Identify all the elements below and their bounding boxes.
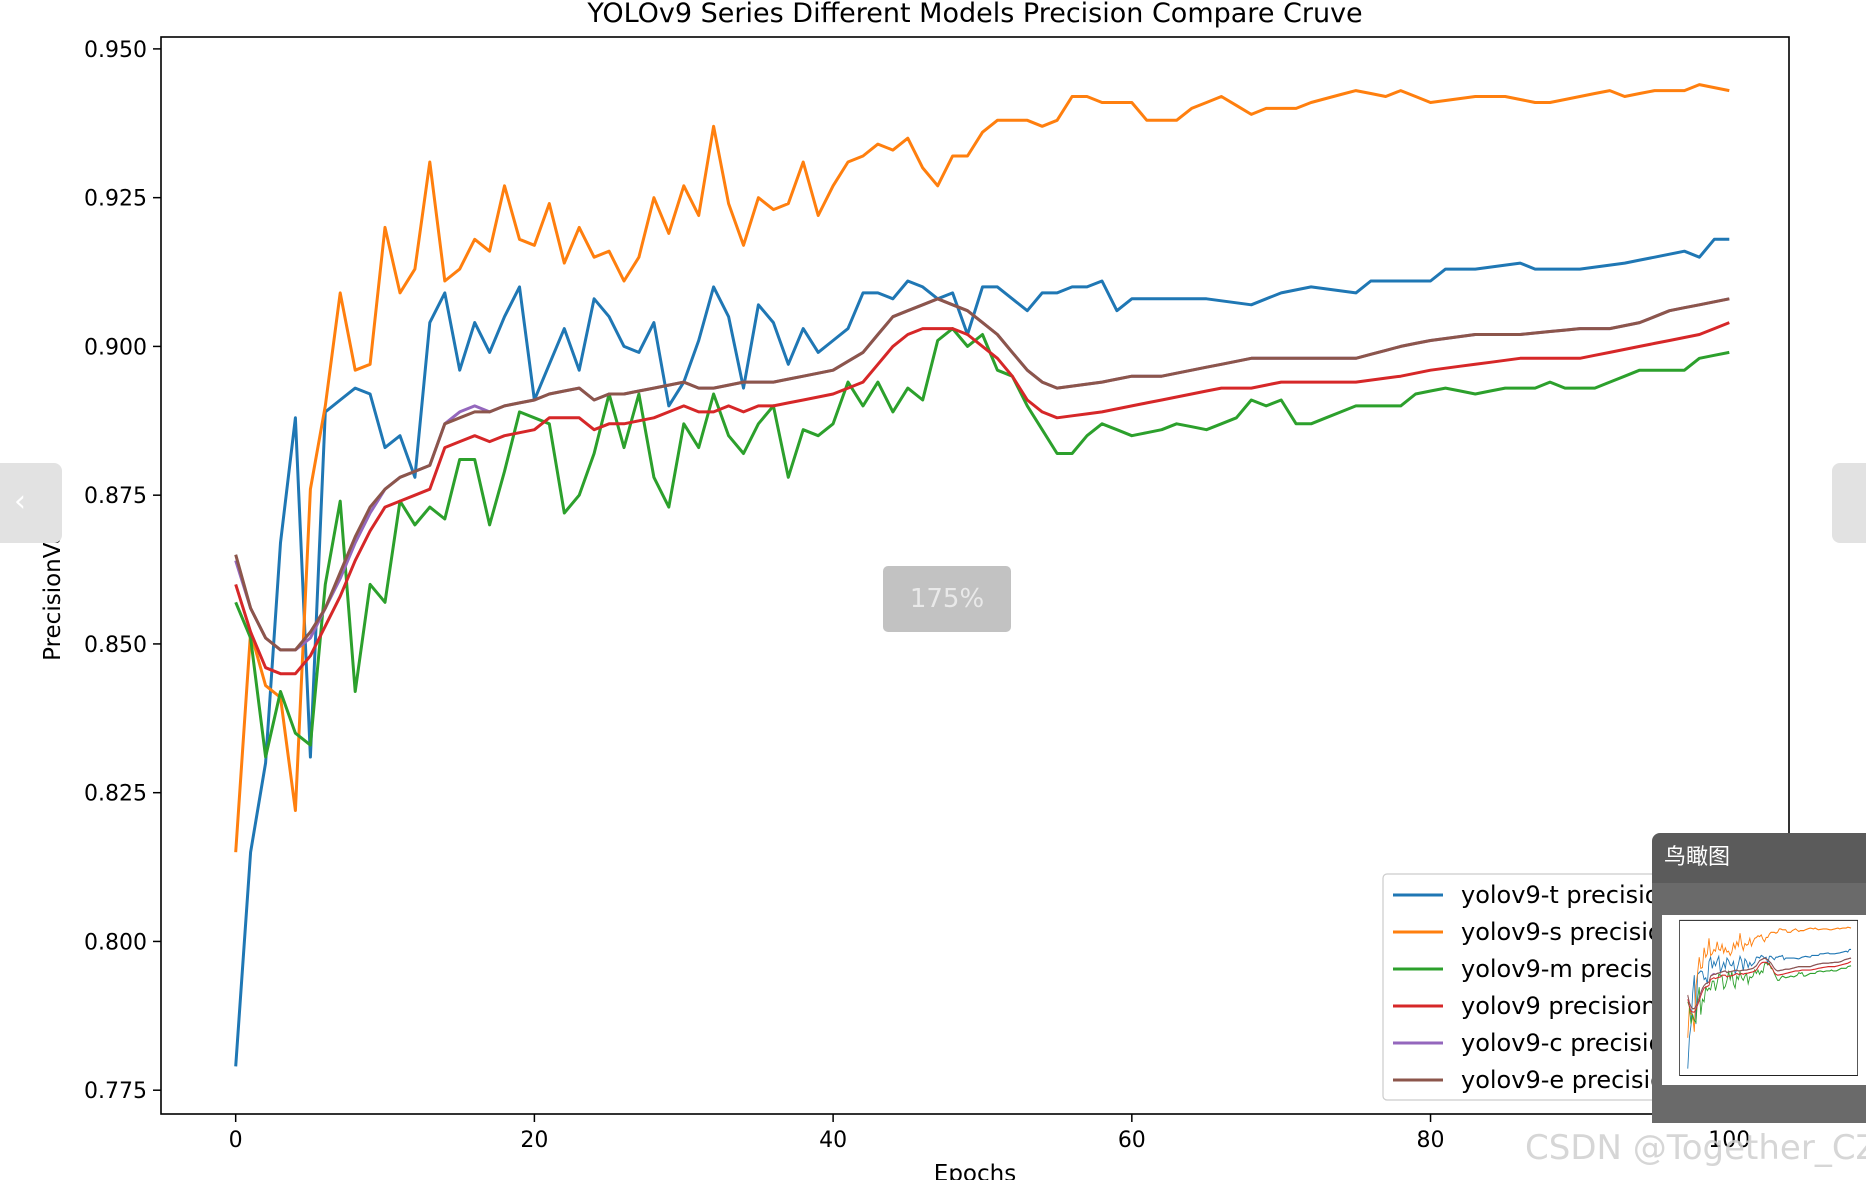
y-tick-label: 0.950 [84, 38, 147, 63]
series-line-6 [234, 297, 1730, 652]
x-tick-label: 100 [1708, 1128, 1750, 1153]
x-tick-label: 40 [819, 1128, 847, 1153]
series-line-4 [234, 321, 1730, 676]
watermark: CSDN @Together_CZ [1525, 1128, 1866, 1168]
series-line-1 [234, 237, 1730, 1067]
overview-thumbnail[interactable] [1662, 915, 1866, 1085]
overview-title: 鸟瞰图 [1664, 845, 1731, 870]
x-tick-label: 0 [229, 1128, 243, 1153]
thumbnail-series-line-4 [1687, 960, 1852, 1013]
y-tick-label: 0.900 [84, 335, 147, 360]
y-tick-label: 0.775 [84, 1079, 147, 1104]
y-tick-label: 0.925 [84, 187, 147, 212]
thumbnail-series-line-2 [1687, 926, 1852, 1038]
thumbnail-axes-frame [1679, 919, 1858, 1076]
previous-image-button[interactable]: ‹ [0, 463, 62, 543]
y-tick-label: 0.875 [84, 484, 147, 509]
x-tick-label: 80 [1417, 1128, 1445, 1153]
series-line-3 [234, 327, 1730, 759]
y-tick-label: 0.825 [84, 782, 147, 807]
thumbnail-series-line-6 [1687, 957, 1852, 1010]
overview-thumbnail-chart [1679, 919, 1858, 1076]
zoom-level-badge: 175% [883, 566, 1011, 632]
y-ticks: 0.775 0.800 0.825 0.850 0.875 0.900 0.925 0.950 [84, 38, 161, 1104]
x-axis-label: Epochs [934, 1161, 1016, 1180]
axes-frame [160, 36, 1790, 1115]
y-tick-label: 0.850 [84, 633, 147, 658]
x-ticks: 0 20 40 60 80 100 [229, 1114, 1750, 1153]
y-tick-label: 0.800 [84, 930, 147, 955]
chevron-left-icon: ‹ [14, 484, 26, 519]
x-tick-label: 20 [520, 1128, 548, 1153]
plot-lines [234, 83, 1730, 1067]
series-line-2 [234, 83, 1730, 853]
x-tick-label: 60 [1118, 1128, 1146, 1153]
thumbnail-series-line-1 [1687, 948, 1852, 1069]
overview-panel[interactable]: 鸟瞰图 [1652, 833, 1866, 1123]
chart-title: YOLOv9 Series Different Models Precision… [586, 0, 1362, 29]
thumbnail-series-line-3 [1687, 961, 1852, 1025]
next-image-button[interactable] [1832, 463, 1866, 543]
